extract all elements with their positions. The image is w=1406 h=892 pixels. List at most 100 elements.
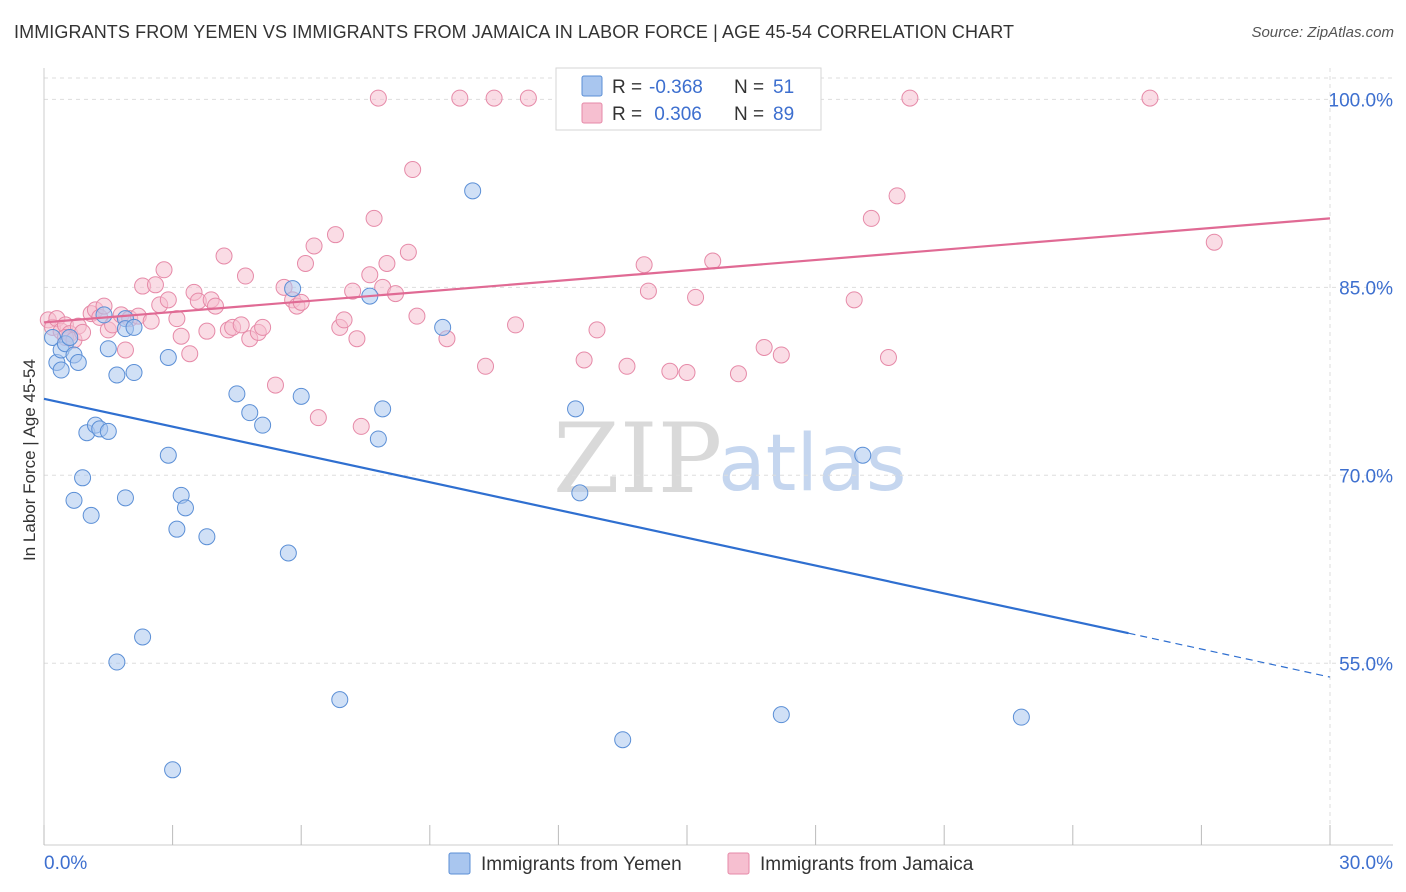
jamaica-point [296,255,314,273]
yemen-point [164,761,182,779]
jamaica-point [215,247,233,265]
jamaica-point [678,364,696,382]
legend-r-value-yemen: -0.368 [649,77,703,98]
trend-line-yemen-extension [1128,632,1331,678]
yemen-point [61,328,79,346]
yemen-point [198,528,216,546]
legend-n-label-jamaica: N = [734,104,764,125]
jamaica-point [181,345,199,363]
jamaica-point [635,256,653,274]
yemen-point [176,499,194,517]
jamaica-point [361,266,379,284]
jamaica-point [309,409,327,427]
jamaica-point [352,417,370,435]
jamaica-point [618,357,636,375]
jamaica-point [254,318,272,336]
watermark: ZIP atlas [553,403,907,515]
jamaica-point [232,316,250,334]
series-yemen [44,182,1030,779]
x-tick-label-min: 0.0% [44,853,87,874]
legend-n-value-yemen: 51 [773,77,794,98]
jamaica-point [142,312,160,330]
series-legend-label-jamaica: Immigrants from Jamaica [760,854,974,875]
jamaica-point [335,311,353,329]
yemen-point [168,520,186,538]
jamaica-point [575,351,593,369]
series-legend-label-yemen: Immigrants from Yemen [481,854,682,875]
trend-lines [43,217,1331,678]
jamaica-point [588,321,606,339]
series-legend: Immigrants from Yemen Immigrants from Ja… [448,852,974,875]
jamaica-point [507,316,525,334]
y-axis-label: In Labor Force | Age 45-54 [20,359,39,561]
jamaica-point [236,267,254,285]
jamaica-point [845,291,863,309]
yemen-point [69,354,87,372]
yemen-point [65,491,83,509]
yemen-point [82,506,100,524]
jamaica-point [348,330,366,348]
jamaica-point [344,282,362,300]
yemen-point [571,484,589,502]
jamaica-point [661,362,679,380]
legend-r-label-yemen: R = [612,77,642,98]
jamaica-point [146,276,164,294]
correlation-legend: R = -0.368 N = 51 R = 0.306 N = 89 [555,67,822,131]
jamaica-point [485,89,503,107]
yemen-point [331,691,349,709]
jamaica-point [901,89,919,107]
yemen-point [241,404,259,422]
jamaica-point [369,89,387,107]
jamaica-point [399,243,417,261]
watermark-atlas: atlas [718,419,907,509]
jamaica-point [365,209,383,227]
jamaica-point [198,322,216,340]
jamaica-point [266,376,284,394]
yemen-point [254,416,272,434]
jamaica-point [326,226,344,244]
yemen-point [369,430,387,448]
x-tick-label-max: 30.0% [1339,853,1393,874]
source-credit: Source: ZipAtlas.com [1251,24,1394,41]
yemen-point [125,364,143,382]
trend-line-yemen [43,397,1129,635]
chart-title: IMMIGRANTS FROM YEMEN VS IMMIGRANTS FROM… [14,22,1015,42]
yemen-point [279,544,297,562]
yemen-point [434,318,452,336]
yemen-point [52,361,70,379]
yemen-point [1012,708,1030,726]
jamaica-point [305,237,323,255]
jamaica-point [704,252,722,270]
legend-r-value-jamaica: 0.306 [649,104,702,125]
jamaica-point [888,187,906,205]
y-tick-label: 55.0% [1339,654,1393,675]
jamaica-point [206,297,224,315]
legend-swatch-yemen [581,75,603,97]
jamaica-point [639,282,657,300]
yemen-point [134,628,152,646]
y-tick-label: 70.0% [1339,466,1393,487]
yemen-point [374,400,392,418]
jamaica-point [879,348,897,366]
jamaica-point [408,307,426,325]
jamaica-point [687,288,705,306]
yemen-point [567,400,585,418]
yemen-point [116,489,134,507]
y-tick-label: 85.0% [1339,278,1393,299]
yemen-point [614,731,632,749]
jamaica-point [519,89,537,107]
legend-r-label-jamaica: R = [612,104,642,125]
legend-n-value-jamaica: 89 [773,104,794,125]
jamaica-point [755,338,773,356]
yemen-point [108,366,126,384]
jamaica-point [772,346,790,364]
series-jamaica [39,89,1223,435]
jamaica-point [404,161,422,179]
jamaica-point [477,357,495,375]
series-legend-swatch-yemen [448,852,471,875]
yemen-point [284,280,302,298]
yemen-point [99,340,117,358]
jamaica-point [1205,233,1223,251]
yemen-point [108,653,126,671]
